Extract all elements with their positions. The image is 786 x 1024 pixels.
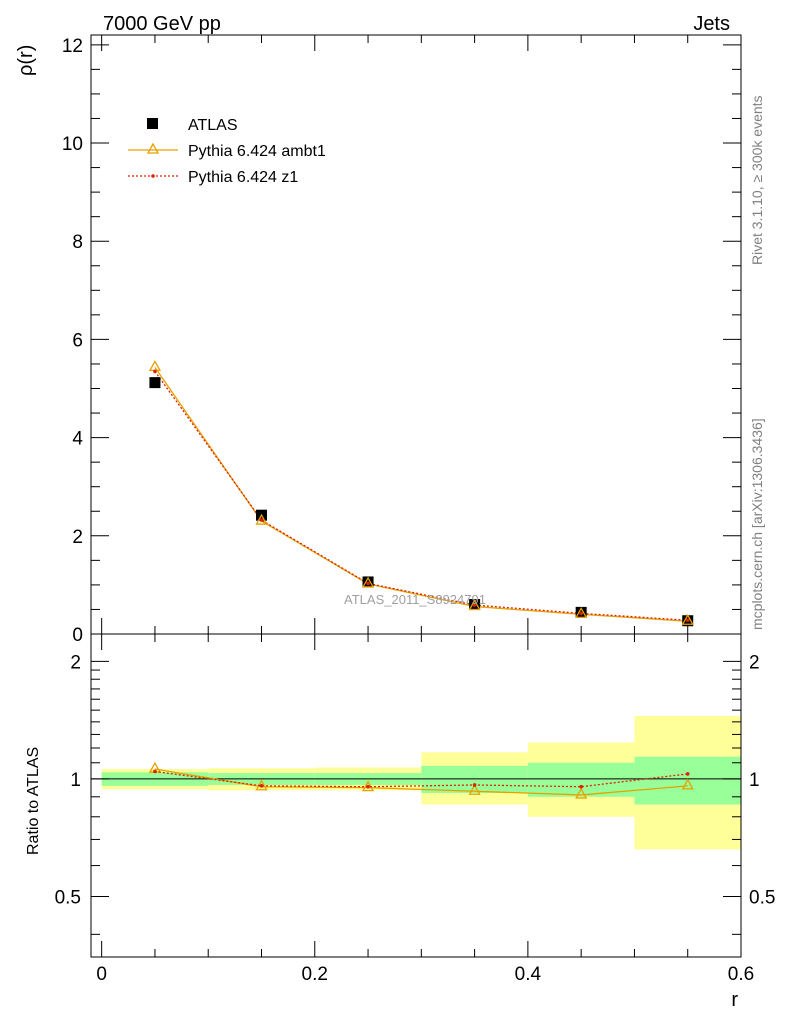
- band-inner: [421, 765, 528, 794]
- legend-ambt1-label: Pythia 6.424 ambt1: [188, 143, 326, 160]
- watermark: ATLAS_2011_S8924791: [344, 592, 486, 607]
- ratio-xtick-label: 0.6: [728, 964, 754, 985]
- main-series: [148, 360, 694, 627]
- z1-point: [579, 611, 583, 616]
- z1-point: [153, 369, 157, 374]
- ratio-ytick-label-right: 1: [749, 770, 760, 791]
- ratio-xtick-label: 0.2: [302, 964, 328, 985]
- z1-point: [259, 518, 264, 522]
- ratio-frame: [90, 633, 742, 958]
- atlas-point: [149, 377, 161, 389]
- ambt1-point: [255, 513, 268, 525]
- band-inner: [527, 762, 635, 797]
- process-label: Jets: [693, 13, 730, 35]
- ambt1-point: [148, 360, 162, 372]
- ambt1-point: [681, 613, 694, 625]
- ratio-z1-point: [259, 784, 264, 788]
- ambt1-point: [468, 599, 481, 611]
- ratio-series: [148, 761, 694, 799]
- ratio-z1-point: [685, 772, 690, 776]
- legend: ATLAS Pythia 6.424 ambt1 Pythia 6.424 z1: [128, 117, 326, 186]
- ratio-panel: 0.5 0.5 1 1 2 2 0 0.2 0.4 0.6 Ratio to ATLAS r: [25, 633, 775, 1011]
- legend-atlas-label: ATLAS: [188, 117, 238, 134]
- ratio-xlabel: r: [731, 989, 738, 1011]
- ratio-ambt1-point: [468, 783, 481, 795]
- ratio-ytick-label: 1: [70, 770, 81, 791]
- main-line-z1: [154, 370, 688, 621]
- main-ytick-label: 4: [72, 429, 83, 450]
- ratio-xtick-label: 0.4: [515, 964, 542, 985]
- ambt1-point: [361, 576, 375, 588]
- legend-atlas-marker: [147, 118, 158, 129]
- ratio-ambt1-point: [575, 787, 588, 799]
- ratio-z1-point: [153, 769, 157, 774]
- main-axis-ticks: 0 2 4 6 8 10 12: [62, 35, 742, 646]
- z1-point: [472, 603, 477, 607]
- ratio-z1-point: [579, 784, 583, 789]
- main-ylabel: ρ(r): [15, 45, 37, 76]
- mcplots-label: mcplots.cern.ch [arXiv:1306.3436]: [749, 418, 765, 630]
- ratio-xtick-label: 0: [96, 964, 107, 985]
- main-ytick-label: 2: [72, 527, 83, 548]
- energy-label: 7000 GeV pp: [103, 13, 221, 35]
- main-panel: ATLAS_2011_S8924791 0 2 4 6 8 10 12 ρ(r) ATLAS…: [15, 34, 742, 646]
- main-ytick-label: 0: [72, 625, 83, 646]
- ratio-ytick-label-right: 0.5: [749, 888, 775, 909]
- ratio-ytick-label: 0.5: [55, 888, 81, 909]
- ratio-ytick-label-right: 2: [749, 652, 760, 673]
- legend-z1-marker: [151, 174, 155, 178]
- z1-point: [366, 581, 370, 586]
- rivet-label: Rivet 3.1.10, ≥ 300k events: [749, 95, 765, 265]
- ambt1-point: [575, 607, 588, 619]
- ratio-z1-point: [366, 784, 370, 789]
- main-ytick-label: 12: [62, 36, 83, 57]
- main-ytick-label: 6: [72, 330, 83, 351]
- ratio-uncertainty-bands: [101, 715, 741, 850]
- z1-point: [685, 618, 690, 623]
- main-ytick-label: 10: [62, 134, 83, 155]
- legend-ambt1-marker: [146, 142, 160, 154]
- ratio-z1-point: [472, 783, 477, 787]
- ratio-ambt1-point: [681, 778, 694, 790]
- ratio-axis-ticks: 0.5 0.5 1 1 2 2 0 0.2 0.4 0.6: [55, 634, 775, 985]
- legend-z1-label: Pythia 6.424 z1: [188, 169, 298, 186]
- ratio-ylabel: Ratio to ATLAS: [25, 747, 42, 855]
- main-line-ambt1: [154, 367, 688, 622]
- main-ytick-label: 8: [72, 232, 83, 253]
- ratio-ytick-label: 2: [70, 652, 81, 673]
- ratio-line-z1: [154, 770, 688, 788]
